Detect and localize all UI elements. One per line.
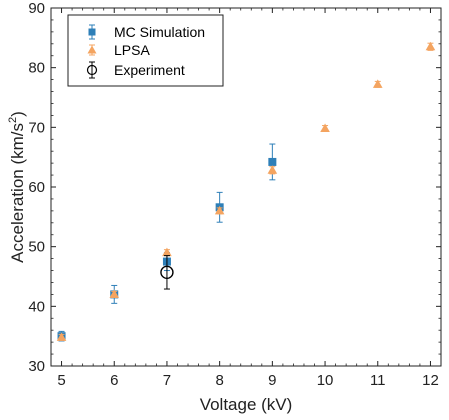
data-point-lpsa <box>109 289 120 298</box>
y-tick-label: 70 <box>28 119 45 136</box>
data-point-lpsa <box>267 165 278 175</box>
legend-key-lpsa <box>87 44 97 56</box>
y-tick-label: 60 <box>28 179 45 196</box>
y-tick-label: 30 <box>28 358 45 375</box>
marker-triangle <box>372 79 383 88</box>
y-axis-title: Acceleration (km/s2) <box>7 111 27 263</box>
x-axis-title: Voltage (kV) <box>200 395 293 414</box>
data-point-lpsa <box>372 79 383 88</box>
data-point-lpsa <box>214 205 225 215</box>
y-tick-label: 90 <box>28 0 45 17</box>
marker-square <box>268 157 277 166</box>
series-experiment <box>160 255 174 290</box>
x-tick-label: 8 <box>215 372 223 389</box>
y-tick-label: 50 <box>28 239 45 256</box>
y-tick-label: 80 <box>28 60 45 77</box>
data-point-experiment <box>160 255 174 290</box>
x-tick-label: 10 <box>317 372 334 389</box>
marker-triangle <box>56 332 67 341</box>
legend: MC Simulation LPSA Experiment <box>67 14 224 87</box>
x-tick-label: 9 <box>268 372 276 389</box>
marker-circle <box>160 265 174 280</box>
y-axis-title-main: Acceleration (km/s <box>8 123 27 263</box>
x-tick-label: 7 <box>163 372 171 389</box>
axis-ticks <box>50 7 442 367</box>
marker-triangle <box>320 123 330 133</box>
y-axis-title-tail: ) <box>8 111 27 117</box>
x-tick-label: 12 <box>422 372 439 389</box>
data-point-lpsa <box>56 332 67 341</box>
data-point-lpsa <box>320 123 330 133</box>
marker-triangle <box>425 41 436 51</box>
legend-label-lpsa: LPSA <box>114 42 150 58</box>
y-axis-title-sup: 2 <box>7 117 19 123</box>
marker-triangle <box>214 205 225 215</box>
series-lpsa <box>56 41 436 341</box>
legend-key-mc-simulation <box>88 24 96 40</box>
x-tick-label: 6 <box>110 372 118 389</box>
marker-triangle <box>109 289 120 298</box>
legend-label-mc-simulation: MC Simulation <box>114 24 205 40</box>
data-point-lpsa <box>425 41 436 51</box>
legend-key-experiment <box>86 61 98 79</box>
axis-tick-labels: 5 6 7 8 9 10 11 12 30 40 50 60 70 80 90 <box>28 0 438 389</box>
y-tick-label: 40 <box>28 298 45 315</box>
marker-triangle <box>267 165 278 174</box>
x-tick-label: 5 <box>57 372 65 389</box>
data-marks <box>56 41 436 342</box>
x-tick-label: 11 <box>370 372 386 389</box>
marker-triangle <box>162 247 172 257</box>
legend-label-experiment: Experiment <box>114 62 185 78</box>
